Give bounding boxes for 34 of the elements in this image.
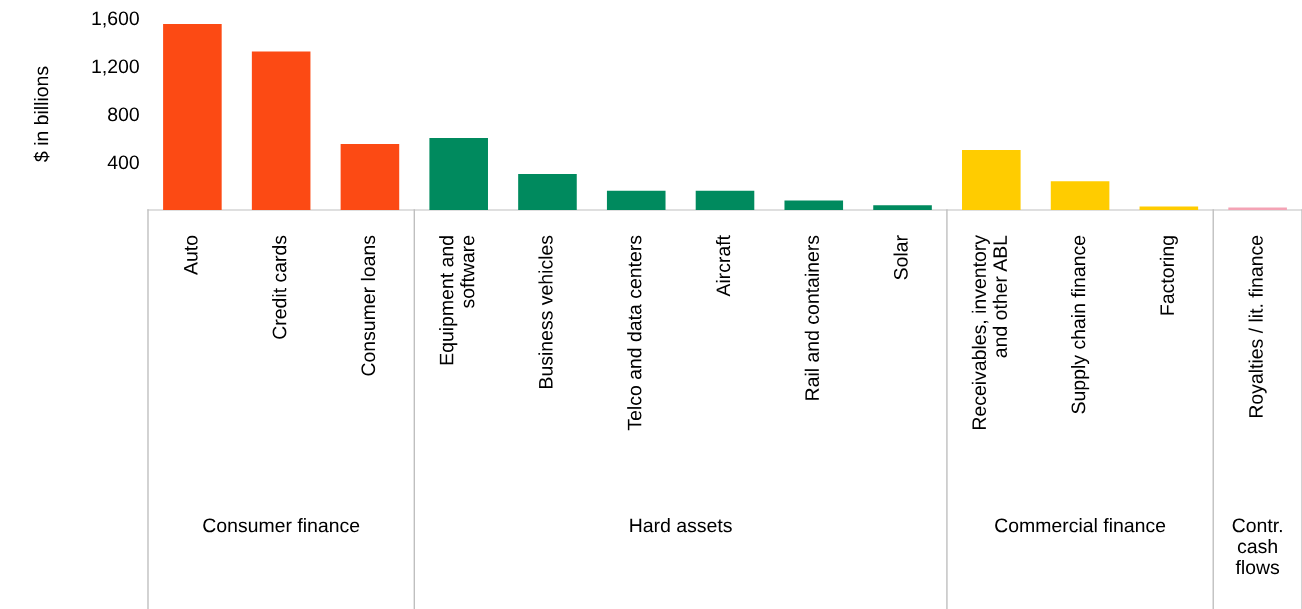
text: Contr. cash flows — [1232, 518, 1282, 575]
x-tick-label: Telco and data centers — [627, 235, 642, 431]
text: Commercial finance — [995, 518, 1166, 533]
y-tick-label: 400 — [107, 155, 139, 170]
x-tick-label: Receivables, inventory and other ABL — [971, 235, 1007, 430]
bar — [163, 24, 222, 210]
x-tick-label: Equipment and software — [439, 235, 475, 365]
x-tick-label: Auto — [184, 235, 198, 275]
bar — [251, 51, 311, 210]
bar — [1139, 206, 1199, 210]
x-tick-label: Business vehicles — [538, 235, 553, 388]
x-tick-label: Factoring — [1159, 236, 1178, 315]
bar — [606, 190, 666, 210]
bar — [340, 144, 400, 210]
y-tick-label: 1,200 — [92, 59, 139, 76]
bar — [518, 174, 577, 210]
x-tick-label: Royalties / lit. finance — [1248, 235, 1267, 418]
bar — [962, 150, 1021, 210]
bar — [429, 138, 488, 210]
x-tick-label: Supply chain finance — [1071, 235, 1090, 414]
y-tick-label: 1,600 — [92, 11, 139, 28]
y-tick-label: 800 — [108, 107, 139, 122]
text: Hard assets — [630, 518, 732, 533]
x-tick-label: Credit cards — [272, 235, 287, 339]
bar — [695, 190, 755, 210]
bar — [873, 205, 932, 210]
x-tick-label: Aircraft — [715, 235, 731, 297]
bar — [1050, 181, 1110, 210]
y-axis-title: $ in billions — [33, 66, 50, 162]
x-tick-label: Consumer loans — [360, 235, 376, 376]
bar — [784, 200, 844, 210]
x-tick-label: Rail and containers — [804, 235, 819, 400]
x-tick-label: Solar — [893, 235, 908, 280]
text: Consumer finance — [203, 518, 360, 533]
